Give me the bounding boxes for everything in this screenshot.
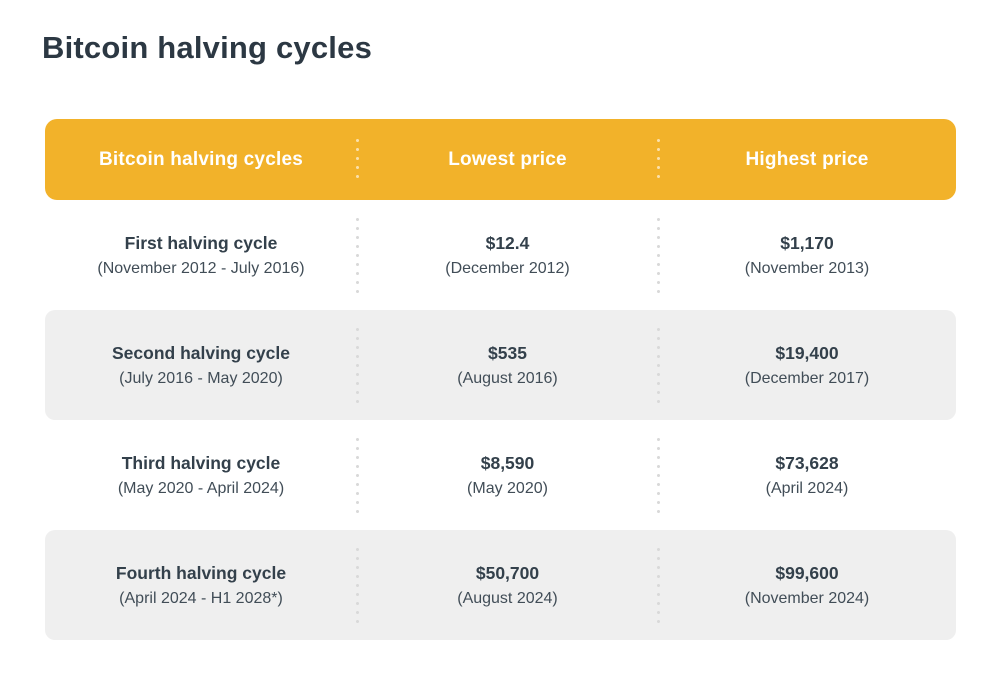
lowest-price-date: (December 2012) <box>445 259 570 277</box>
column-divider <box>356 545 359 625</box>
lowest-price-value: $535 <box>488 342 527 363</box>
lowest-price-date: (August 2024) <box>457 589 558 607</box>
cycle-name: First halving cycle <box>124 232 278 253</box>
halving-cycles-table: Bitcoin halving cycles Lowest price High… <box>45 119 956 640</box>
lowest-price-cell: $8,590 (May 2020) <box>357 453 658 498</box>
highest-price-date: (December 2017) <box>744 369 870 387</box>
highest-price-value: $19,400 <box>775 342 839 363</box>
lowest-price-value: $50,700 <box>475 562 540 583</box>
column-divider <box>657 545 660 625</box>
cycle-name: Second halving cycle <box>112 342 290 363</box>
highest-price-cell: $73,628 (April 2024) <box>658 453 956 498</box>
highest-price-cell: $99,600 (November 2024) <box>658 563 956 608</box>
cycle-cell: Third halving cycle (May 2020 - April 20… <box>45 453 357 498</box>
column-divider <box>356 435 359 515</box>
highest-price-cell: $19,400 (December 2017) <box>658 343 956 388</box>
cycle-name: Third halving cycle <box>121 452 281 473</box>
table-row: Third halving cycle (May 2020 - April 20… <box>45 420 956 530</box>
header-column-divider <box>657 135 660 184</box>
cycle-cell: First halving cycle (November 2012 - Jul… <box>45 233 357 278</box>
highest-price-date: (November 2013) <box>744 259 870 277</box>
cycle-cell: Second halving cycle (July 2016 - May 20… <box>45 343 357 388</box>
cycle-period: (May 2020 - April 2024) <box>117 479 285 497</box>
lowest-price-value: $8,590 <box>480 452 535 473</box>
cycle-period: (April 2024 - H1 2028*) <box>119 589 283 607</box>
highest-price-value: $73,628 <box>775 452 839 473</box>
column-divider <box>356 215 359 295</box>
highest-price-value: $1,170 <box>780 232 834 253</box>
column-header-lowest-price: Lowest price <box>448 148 567 170</box>
header-column-divider <box>356 135 359 184</box>
cycle-period: (November 2012 - July 2016) <box>97 259 305 277</box>
column-divider <box>657 325 660 405</box>
highest-price-value: $99,600 <box>775 562 839 583</box>
lowest-price-date: (August 2016) <box>457 369 558 387</box>
column-divider <box>356 325 359 405</box>
lowest-price-date: (May 2020) <box>467 479 548 497</box>
lowest-price-cell: $535 (August 2016) <box>357 343 658 388</box>
highest-price-date: (November 2024) <box>744 589 870 607</box>
cycle-cell: Fourth halving cycle (April 2024 - H1 20… <box>45 563 357 608</box>
highest-price-cell: $1,170 (November 2013) <box>658 233 956 278</box>
column-divider <box>657 435 660 515</box>
column-header-highest-price: Highest price <box>745 148 869 170</box>
lowest-price-cell: $50,700 (August 2024) <box>357 563 658 608</box>
table-row: Second halving cycle (July 2016 - May 20… <box>45 310 956 420</box>
cycle-name: Fourth halving cycle <box>115 562 287 583</box>
lowest-price-cell: $12.4 (December 2012) <box>357 233 658 278</box>
lowest-price-value: $12.4 <box>485 232 530 253</box>
column-header-cycles: Bitcoin halving cycles <box>99 148 303 170</box>
table-header-row: Bitcoin halving cycles Lowest price High… <box>45 119 956 200</box>
page-title: Bitcoin halving cycles <box>42 30 373 65</box>
table-row: First halving cycle (November 2012 - Jul… <box>45 200 956 310</box>
highest-price-date: (April 2024) <box>765 479 849 497</box>
cycle-period: (July 2016 - May 2020) <box>119 369 283 387</box>
table-row: Fourth halving cycle (April 2024 - H1 20… <box>45 530 956 640</box>
column-divider <box>657 215 660 295</box>
